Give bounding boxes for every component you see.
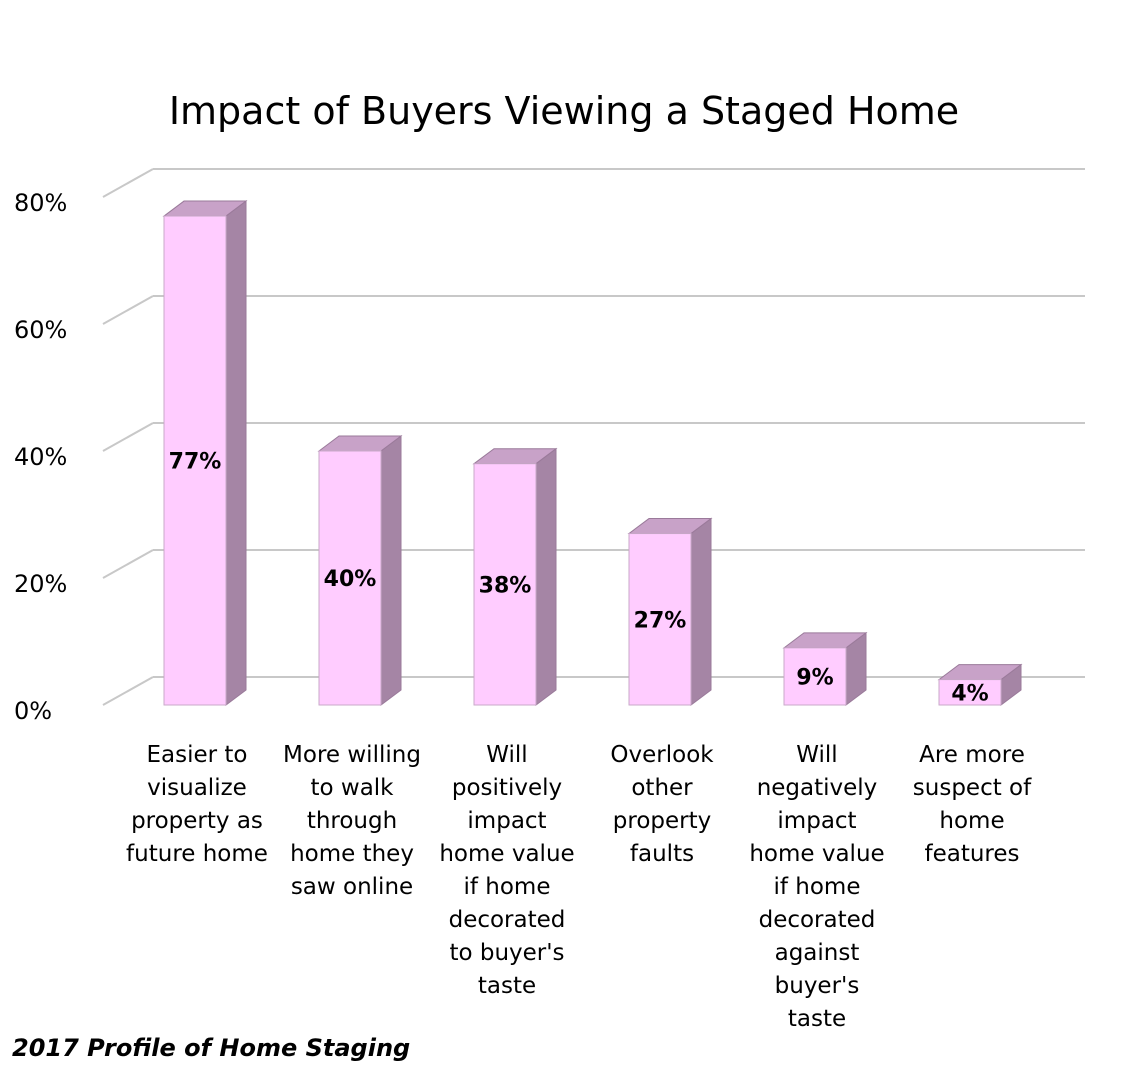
- data-label: 4%: [951, 681, 988, 706]
- y-tick-label: 0%: [14, 697, 52, 725]
- bar-side: [225, 200, 247, 706]
- y-tick-label: 20%: [14, 570, 67, 598]
- y-tick-label: 80%: [14, 189, 67, 217]
- category-label: Will positively impact home value if home dec…: [439, 742, 574, 999]
- y-tick-label: 40%: [14, 443, 67, 471]
- category-label: More willing to walk through home they saw o…: [283, 742, 421, 900]
- data-label: 40%: [324, 567, 377, 592]
- bar-side: [380, 435, 402, 706]
- bar-side: [535, 447, 557, 706]
- chart-title: Impact of Buyers Viewing a Staged Home: [169, 89, 959, 133]
- data-label: 38%: [479, 573, 532, 598]
- source-note: 2017 Profile of Home Staging: [12, 1034, 411, 1062]
- y-axis-ticks: 0% 20% 40% 60% 80%: [14, 189, 67, 725]
- data-label: 27%: [634, 608, 687, 633]
- bar-front: [628, 533, 692, 706]
- gridline-diagonal: [102, 422, 154, 452]
- gridlines: [102, 168, 1085, 706]
- bar-front: [318, 450, 382, 706]
- gridline-diagonal: [102, 549, 154, 579]
- bar-front: [163, 215, 227, 706]
- bar: 77%: [162, 200, 248, 706]
- bar-front: [473, 463, 537, 706]
- category-labels: Easier to visualize property as future home…: [126, 742, 1032, 1032]
- data-label: 9%: [796, 665, 833, 690]
- category-label: Easier to visualize property as future home: [126, 742, 268, 867]
- gridline-diagonal: [102, 295, 154, 325]
- gridline-diagonal: [102, 168, 154, 198]
- category-label: Are more suspect of home features: [913, 742, 1032, 867]
- bar: 40%: [317, 435, 403, 706]
- gridline-diagonal: [102, 676, 154, 706]
- bar-side: [690, 517, 712, 706]
- bar-front: [783, 647, 847, 706]
- data-label: 77%: [169, 450, 222, 475]
- y-tick-label: 60%: [14, 316, 67, 344]
- bars: 77% 40% 38% 27% 9% 4%: [162, 200, 1023, 706]
- category-label: Will negatively impact home value if home dec…: [749, 742, 884, 1032]
- bar: 4%: [937, 663, 1023, 706]
- bar-front: [938, 679, 1002, 706]
- bar: 9%: [782, 631, 868, 706]
- bar: 38%: [472, 447, 558, 706]
- bar: 27%: [627, 517, 713, 706]
- category-label: Overlook other property faults: [610, 742, 714, 867]
